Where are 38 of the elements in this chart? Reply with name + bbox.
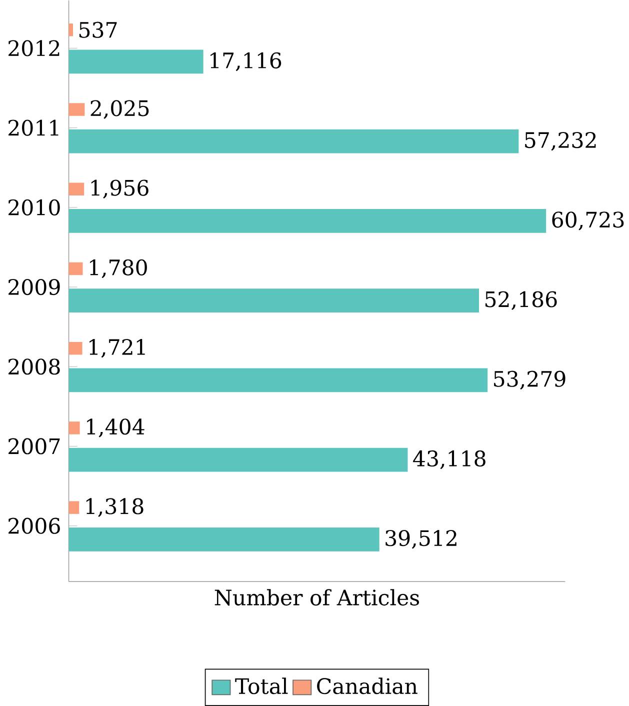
bar — [68, 422, 80, 434]
bar — [68, 448, 408, 472]
data-label: 60,723 — [552, 212, 624, 230]
bar — [68, 368, 488, 392]
data-label: 53,279 — [494, 370, 566, 390]
legend-label: Canadian — [316, 678, 418, 694]
bar — [68, 527, 380, 552]
y-tick-label: 2011 — [8, 120, 58, 136]
y-tick-label: 2008 — [8, 358, 60, 375]
bar — [68, 182, 84, 196]
y-tick-label: 2006 — [8, 518, 60, 534]
bar — [68, 288, 479, 312]
bar — [68, 342, 82, 355]
data-label: 2,025 — [90, 100, 148, 119]
data-label: 43,118 — [412, 450, 486, 470]
y-tick-label: 2009 — [8, 278, 60, 296]
bar — [68, 24, 73, 36]
data-label: 1,721 — [89, 338, 145, 358]
data-label: 1,956 — [91, 180, 148, 198]
bar — [68, 262, 83, 276]
data-label: 1,780 — [90, 259, 147, 278]
bar — [68, 50, 204, 74]
data-label: 17,116 — [210, 52, 281, 72]
y-tick-label: 2012 — [8, 40, 59, 56]
legend-label: Total — [234, 678, 288, 694]
bar — [68, 129, 518, 154]
bar — [68, 501, 79, 514]
data-label: 1,404 — [86, 418, 144, 438]
bar — [68, 103, 84, 116]
y-tick-label: 2010 — [8, 199, 60, 216]
data-label: 52,186 — [485, 291, 557, 310]
data-label: 537 — [79, 22, 117, 38]
data-label: 39,512 — [385, 530, 456, 549]
data-label: 1,318 — [86, 498, 144, 517]
data-label: 57,232 — [524, 132, 596, 151]
x-axis-title: Number of Articles — [214, 589, 419, 606]
y-tick-label: 2007 — [8, 438, 60, 454]
bar — [68, 209, 546, 233]
